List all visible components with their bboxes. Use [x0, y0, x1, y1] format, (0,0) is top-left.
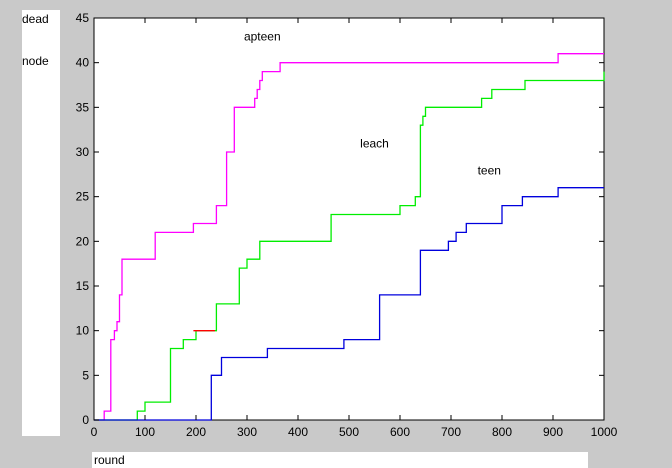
x-tick-label: 800: [492, 425, 512, 439]
x-axis-label: round: [94, 453, 125, 467]
y-tick-label: 10: [76, 324, 90, 338]
x-tick-label: 700: [441, 425, 461, 439]
y-tick-label: 20: [76, 234, 90, 248]
x-tick-label: 500: [339, 425, 359, 439]
annotation-leach: leach: [360, 137, 389, 151]
series-line-teen: [94, 187, 604, 421]
annotation-teen: teen: [478, 163, 501, 177]
x-tick-label: 200: [186, 425, 206, 439]
x-tick-label: 400: [288, 425, 308, 439]
y-tick-label: 0: [82, 413, 89, 427]
x-tick-label: 1000: [591, 425, 618, 439]
x-tick-label: 300: [237, 425, 257, 439]
x-tick-layer: 0 100 200 300 400 500 600 700 800 900 1000: [91, 18, 618, 439]
y-tick-label: 25: [76, 190, 90, 204]
x-tick-label: 100: [135, 425, 155, 439]
y-axis-label-line-2: node: [22, 54, 49, 68]
y-tick-label: 15: [76, 279, 90, 293]
x-tick-label: 0: [91, 425, 98, 439]
annotation-layer: apteen leach teen: [244, 29, 501, 177]
y-axis-label-line-1: dead: [22, 12, 49, 26]
y-tick-layer: 0 5 10 15 20 25 30 35 40 45: [76, 11, 604, 427]
y-tick-label: 45: [76, 11, 90, 25]
x-axis-label-box: round: [92, 452, 588, 468]
plot-area: [93, 17, 605, 421]
y-axis-label-box: dead node: [22, 10, 60, 436]
series-line-leach: [94, 71, 605, 421]
series-line-apteen: [94, 53, 604, 421]
series-layer: [94, 53, 605, 421]
x-tick-label: 600: [390, 425, 410, 439]
y-tick-label: 30: [76, 145, 90, 159]
y-tick-label: 40: [76, 56, 90, 70]
y-tick-label: 35: [76, 100, 90, 114]
x-tick-label: 900: [543, 425, 563, 439]
y-tick-label: 5: [82, 368, 89, 382]
annotation-apteen: apteen: [244, 29, 281, 43]
